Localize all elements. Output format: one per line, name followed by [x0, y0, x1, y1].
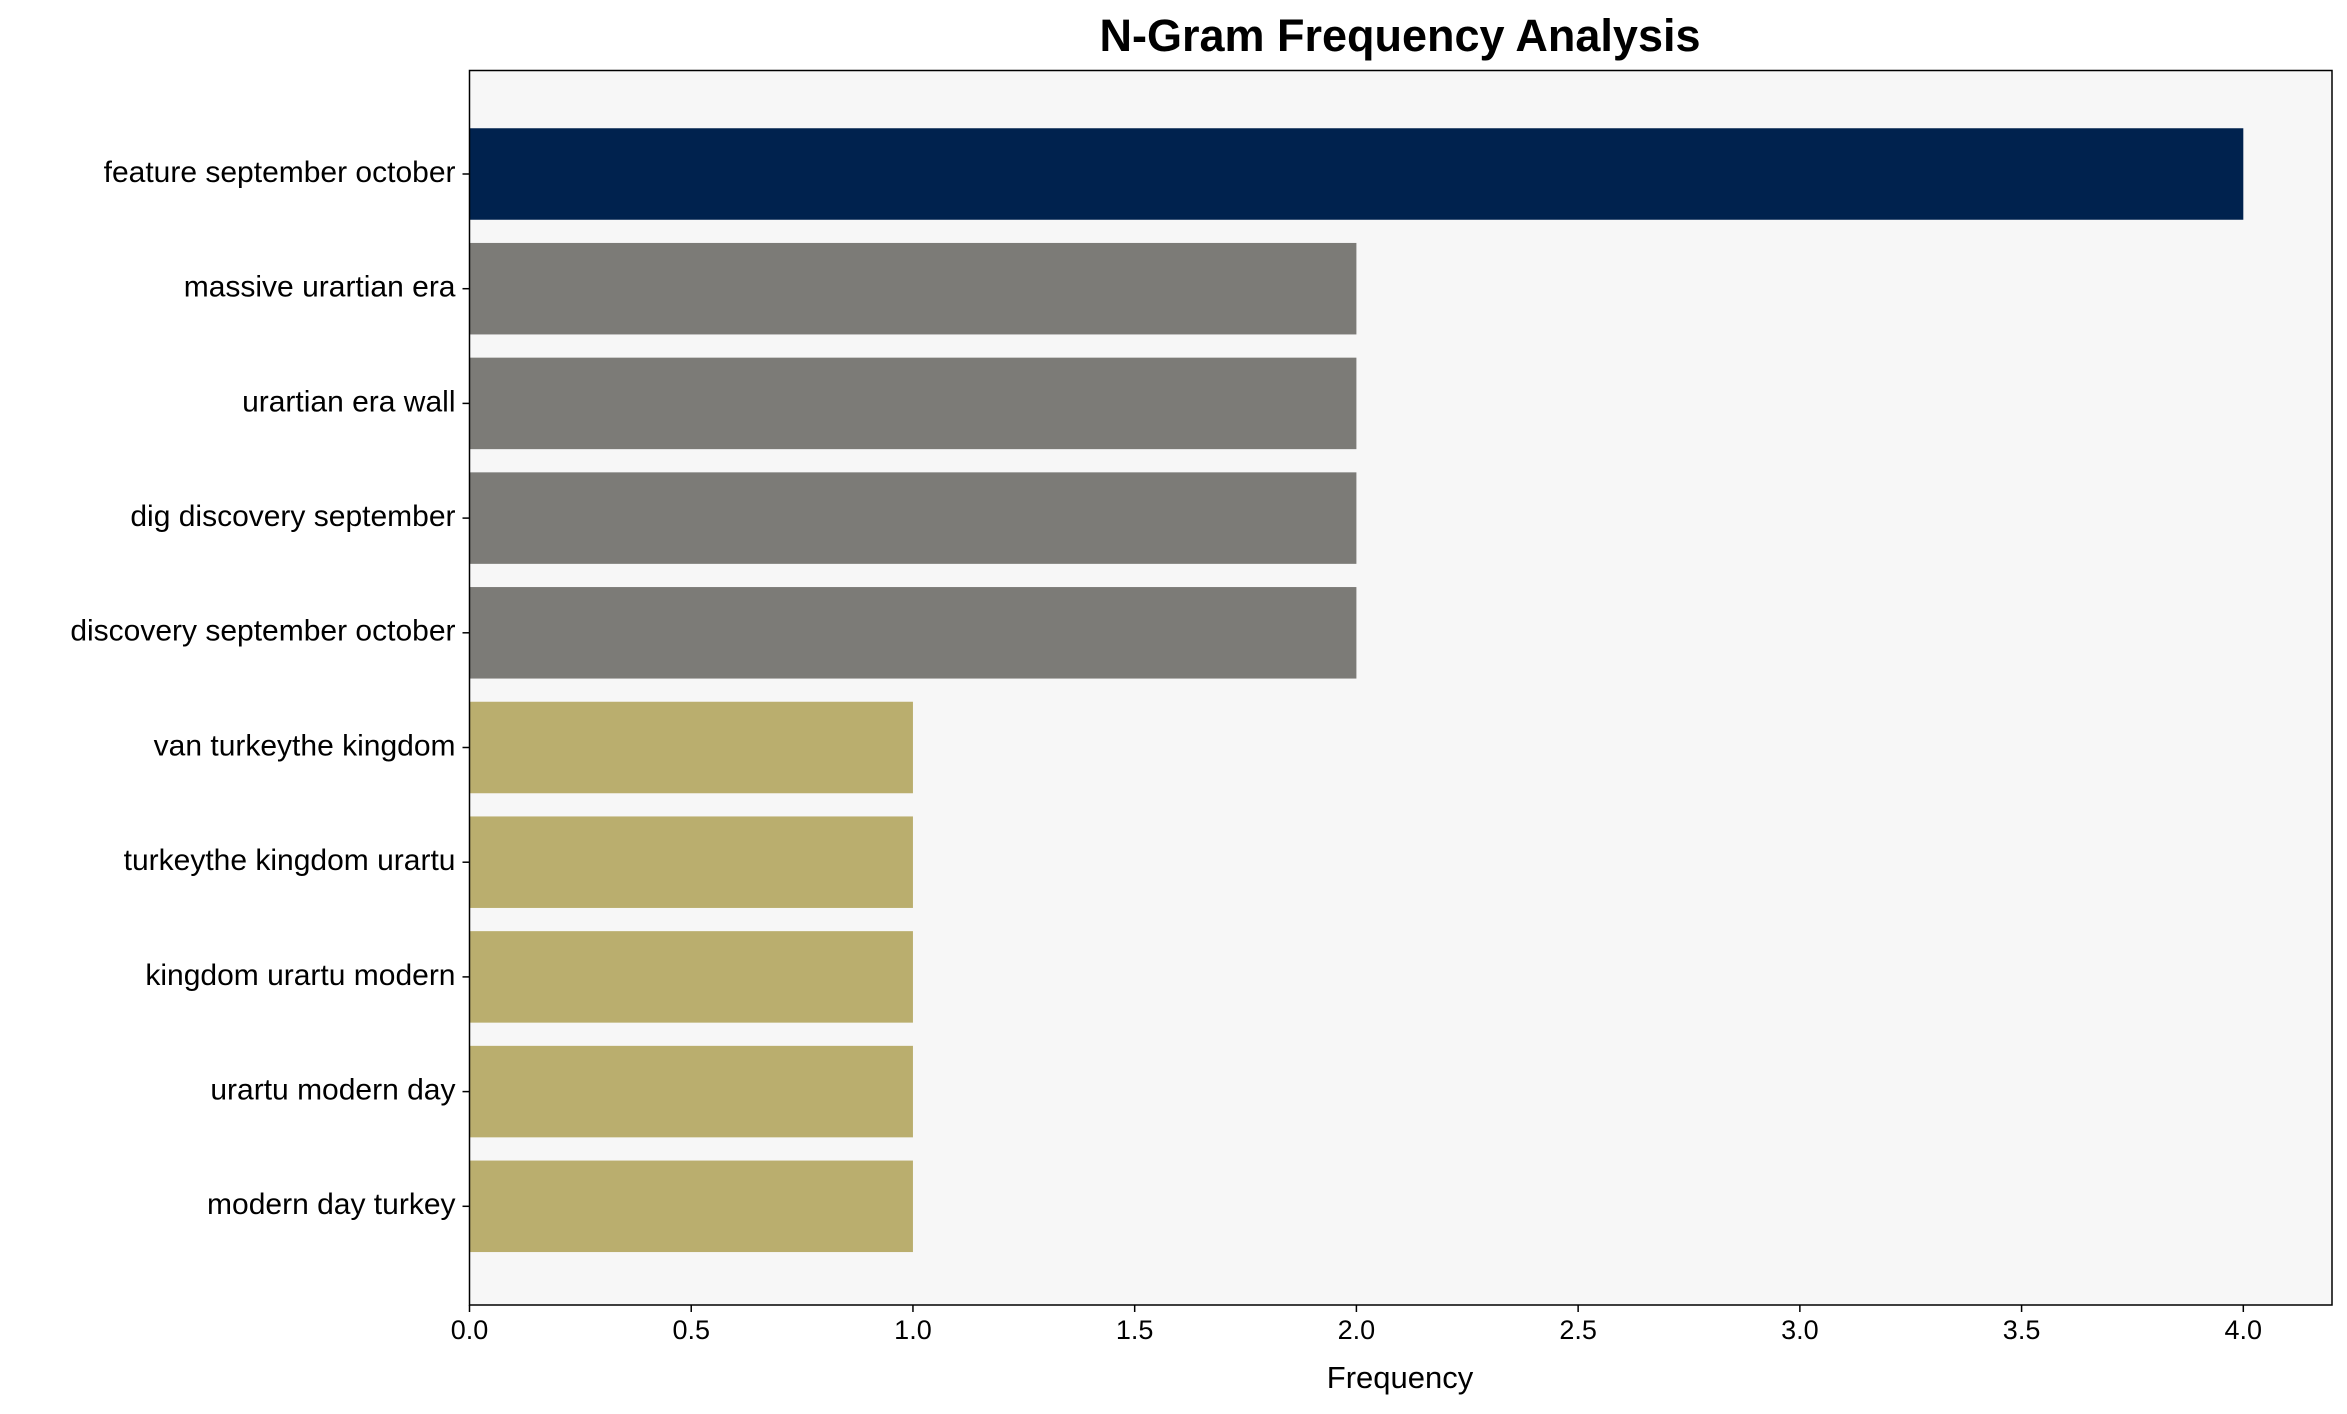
y-tick-label: feature september october	[104, 156, 456, 189]
bar	[469, 357, 1357, 450]
y-tick-label: kingdom urartu modern	[145, 959, 455, 992]
bar	[469, 701, 913, 794]
bar	[469, 1045, 913, 1138]
bar	[469, 816, 913, 908]
y-tick-label: urartu modern day	[210, 1074, 455, 1107]
plot-frame	[468, 69, 2333, 1306]
y-tick-label: van turkeythe kingdom	[154, 729, 456, 762]
x-tick-label: 1.0	[894, 1315, 932, 1345]
y-tick-label: modern day turkey	[207, 1188, 455, 1221]
y-tick-label: dig discovery september	[130, 500, 455, 533]
y-tick-label: discovery september october	[70, 615, 455, 648]
y-tick-label: turkeythe kingdom urartu	[124, 844, 456, 877]
x-tick-label: 1.5	[1116, 1315, 1154, 1345]
bar	[469, 1160, 913, 1253]
y-tick-label: urartian era wall	[242, 385, 455, 418]
bar	[469, 128, 2244, 220]
bar	[469, 587, 1357, 679]
x-tick-label: 2.5	[1559, 1315, 1597, 1345]
x-tick-label: 4.0	[2225, 1315, 2263, 1345]
bar	[469, 472, 1357, 564]
x-tick-label: 3.0	[1781, 1315, 1819, 1345]
x-tick-label: 0.5	[672, 1315, 710, 1345]
bar	[469, 931, 913, 1023]
chart-title: N-Gram Frequency Analysis	[1099, 10, 1700, 61]
bar	[469, 242, 1357, 335]
x-tick-label: 0.0	[451, 1315, 489, 1345]
x-tick-label: 2.0	[1338, 1315, 1376, 1345]
x-tick-label: 3.5	[2003, 1315, 2041, 1345]
y-tick-label: massive urartian era	[184, 271, 456, 304]
x-axis-label: Frequency	[1327, 1360, 1474, 1395]
